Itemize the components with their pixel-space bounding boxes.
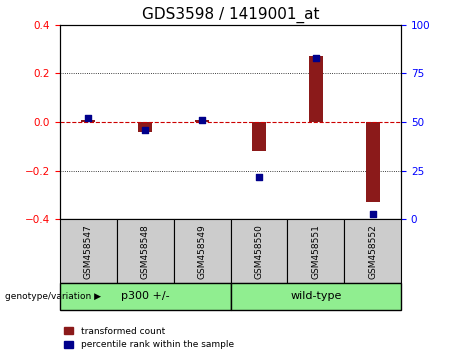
Bar [174, 219, 230, 283]
Point [369, 211, 376, 217]
Point [198, 118, 206, 123]
Title: GDS3598 / 1419001_at: GDS3598 / 1419001_at [142, 7, 319, 23]
Bar [287, 219, 344, 283]
Point [255, 174, 263, 179]
Text: wild-type: wild-type [290, 291, 342, 302]
Bar [138, 122, 152, 132]
Text: GSM458552: GSM458552 [368, 224, 377, 279]
Bar [252, 122, 266, 152]
Bar [366, 122, 380, 202]
Bar [309, 56, 323, 122]
Bar [230, 219, 287, 283]
Point [142, 127, 149, 133]
Text: GSM458548: GSM458548 [141, 224, 150, 279]
Text: GSM458550: GSM458550 [254, 224, 263, 279]
Bar [230, 283, 401, 310]
Bar [195, 120, 209, 122]
Bar [81, 120, 95, 122]
Bar [117, 219, 174, 283]
Point [85, 115, 92, 121]
Point [312, 55, 319, 61]
Bar [60, 219, 117, 283]
Bar [344, 219, 401, 283]
Text: GSM458547: GSM458547 [84, 224, 93, 279]
Text: GSM458551: GSM458551 [311, 224, 320, 279]
Text: genotype/variation ▶: genotype/variation ▶ [5, 292, 100, 301]
Legend: transformed count, percentile rank within the sample: transformed count, percentile rank withi… [65, 327, 234, 349]
Text: p300 +/-: p300 +/- [121, 291, 170, 302]
Bar [60, 283, 230, 310]
Text: GSM458549: GSM458549 [198, 224, 207, 279]
